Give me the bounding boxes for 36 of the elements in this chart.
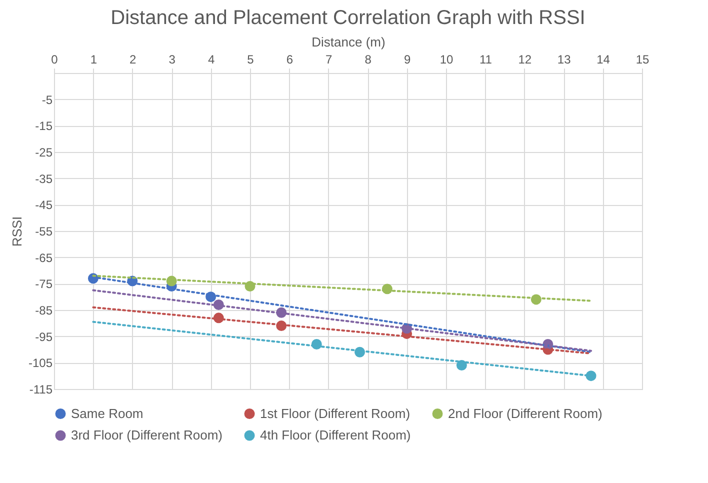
- y-tick-label: -105: [28, 356, 53, 370]
- legend-label: 2nd Floor (Different Room): [448, 406, 602, 421]
- x-tick-label: 3: [168, 52, 176, 66]
- x-tick-label: 13: [557, 52, 572, 66]
- x-tick-label: 15: [636, 52, 650, 66]
- x-tick-label: 11: [479, 52, 492, 66]
- y-tick-label: -115: [29, 382, 53, 396]
- y-axis-title: RSSI: [9, 216, 24, 247]
- legend-label: 3rd Floor (Different Room): [71, 428, 222, 442]
- y-tick-label: -15: [35, 119, 53, 134]
- x-tick-label: 4: [208, 52, 215, 66]
- x-tick-label: 14: [596, 52, 610, 66]
- x-tick-label: 8: [364, 52, 372, 66]
- chart-title: Distance and Placement Correlation Graph with RSSI: [110, 7, 586, 29]
- x-tick-label: 1: [90, 52, 98, 66]
- legend-label: Same Room: [71, 406, 144, 421]
- x-tick-label: 6: [286, 52, 294, 66]
- x-tick-label: 12: [518, 52, 532, 66]
- y-tick-label: -25: [35, 146, 53, 160]
- y-tick-label: -85: [35, 304, 53, 318]
- y-tick-label: -45: [35, 198, 53, 212]
- x-tick-label: 2: [130, 52, 137, 66]
- y-tick-label: -5: [42, 92, 53, 107]
- y-tick-label: -55: [35, 224, 53, 238]
- y-tick-label: -95: [35, 330, 53, 344]
- x-tick-label: 7: [326, 52, 333, 66]
- x-tick-label: 9: [404, 52, 411, 66]
- x-tick-label: 0: [51, 52, 58, 66]
- legend-label: 1st Floor (Different Room): [260, 406, 410, 421]
- y-tick-label: -35: [35, 172, 53, 186]
- x-tick-label: 10: [440, 52, 454, 66]
- y-tick-label: -65: [35, 250, 53, 265]
- y-tick-label: -75: [35, 277, 53, 292]
- x-axis-title: Distance (m): [312, 34, 386, 50]
- x-tick-label: 5: [247, 52, 254, 66]
- legend-label: 4th Floor (Different Room): [260, 428, 411, 442]
